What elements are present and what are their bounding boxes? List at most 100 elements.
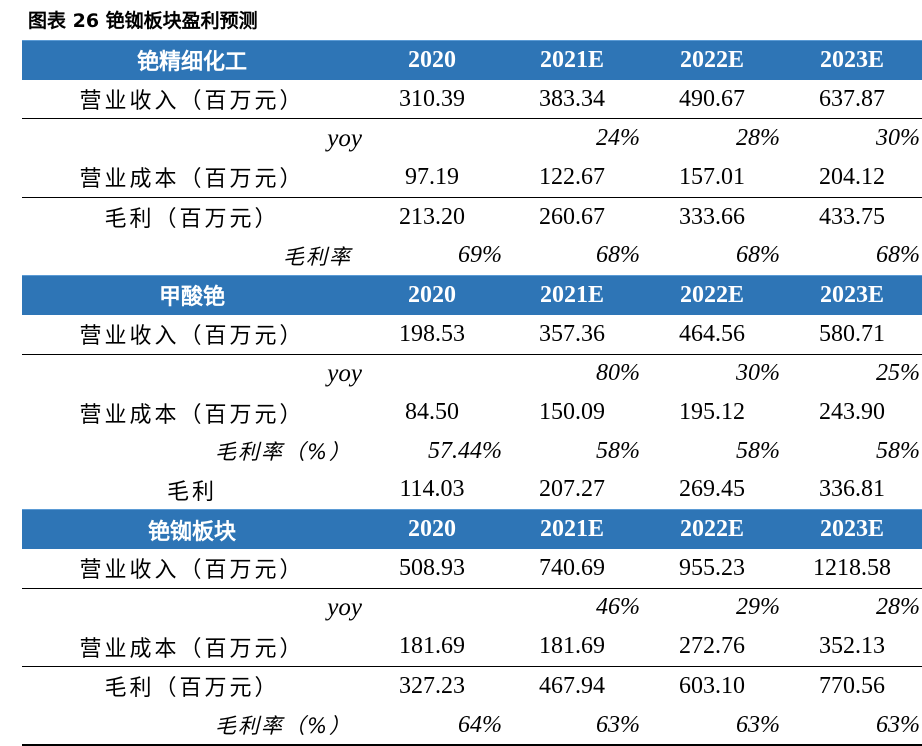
table-cell: 327.23	[399, 672, 465, 699]
table-cell: 464.56	[679, 320, 745, 347]
row-label: 毛利率（%）	[215, 440, 352, 465]
table-cell: 467.94	[539, 672, 605, 699]
table-cell: 30%	[876, 125, 920, 152]
row-label: yoy	[327, 124, 362, 152]
row-label: 毛利（百万元）	[104, 207, 280, 233]
row-label: 营业收入（百万元）	[79, 324, 305, 350]
table-cell: 269.45	[679, 476, 745, 503]
table-cell: 25%	[876, 360, 920, 387]
table-cell: 29%	[736, 594, 780, 621]
table-cell: 97.19	[405, 163, 459, 190]
table-cell: 63%	[736, 711, 780, 738]
table-cell: 58%	[736, 437, 780, 464]
table-cell: 603.10	[679, 672, 745, 699]
table-cell: 157.01	[679, 163, 745, 190]
table-row: yoy 46% 29% 28%	[22, 589, 922, 628]
year-header: 2022E	[679, 281, 744, 308]
table-cell: 80%	[596, 360, 640, 387]
table-cell: 213.20	[399, 203, 465, 230]
year-header: 2023E	[819, 516, 884, 543]
table-cell: 46%	[596, 594, 640, 621]
table-cell: 24%	[596, 125, 640, 152]
year-header: 2020	[408, 46, 456, 73]
row-label: 营业收入（百万元）	[79, 558, 305, 584]
table-cell: 84.50	[405, 399, 459, 426]
table-cell: 1218.58	[813, 554, 891, 581]
table-row: yoy 80% 30% 25%	[22, 355, 922, 394]
table-row: 毛利 114.03 207.27 269.45 336.81	[22, 471, 922, 510]
table-cell: 770.56	[819, 672, 885, 699]
row-label: yoy	[327, 359, 362, 387]
year-header: 2023E	[819, 281, 884, 308]
table-cell: 357.36	[539, 320, 605, 347]
table-row: 营业成本（百万元） 181.69 181.69 272.76 352.13	[22, 627, 922, 667]
table-cell: 580.71	[819, 320, 885, 347]
table-cell: 740.69	[539, 554, 605, 581]
row-label: 营业成本（百万元）	[79, 402, 305, 428]
table-cell: 195.12	[679, 399, 745, 426]
table-cell: 28%	[876, 594, 920, 621]
table-cell: 64%	[458, 711, 502, 738]
table-cell: 150.09	[539, 399, 605, 426]
table-cell: 122.67	[539, 163, 605, 190]
table-cell: 204.12	[819, 163, 885, 190]
table-row: 毛利率（%） 64% 63% 63% 63%	[22, 706, 922, 745]
table-cell: 352.13	[819, 633, 885, 660]
row-label: 营业成本（百万元）	[79, 167, 305, 193]
table-cell: 490.67	[679, 85, 745, 112]
table-cell: 68%	[876, 242, 920, 269]
row-label: 毛利率（%）	[215, 714, 352, 739]
table-cell: 58%	[876, 437, 920, 464]
section-title: 铯铷板块	[147, 519, 236, 545]
table-cell: 243.90	[819, 399, 885, 426]
year-header: 2021E	[539, 516, 604, 543]
table-cell: 69%	[458, 242, 502, 269]
table-row: 营业收入（百万元） 310.39 383.34 490.67 637.87	[22, 80, 922, 120]
row-label: 毛利率	[283, 244, 352, 269]
section-header-cesium-rubidium-segment: 铯铷板块 2020 2021E 2022E 2023E	[22, 509, 922, 549]
table-cell: 198.53	[399, 320, 465, 347]
year-header: 2021E	[539, 46, 604, 73]
section-header-cesium-fine-chemicals: 铯精细化工 2020 2021E 2022E 2023E	[22, 40, 922, 80]
table-cell: 207.27	[539, 476, 605, 503]
row-label: 毛利（百万元）	[104, 676, 280, 702]
section-title: 甲酸铯	[158, 285, 225, 311]
table-cell: 30%	[736, 360, 780, 387]
table-row: 营业收入（百万元） 198.53 357.36 464.56 580.71	[22, 315, 922, 355]
table-row: 毛利（百万元） 327.23 467.94 603.10 770.56	[22, 667, 922, 706]
table-row: 营业成本（百万元） 97.19 122.67 157.01 204.12	[22, 158, 922, 198]
year-header: 2022E	[679, 46, 744, 73]
year-header: 2020	[408, 281, 456, 308]
table-row: 毛利率（%） 57.44% 58% 58% 58%	[22, 432, 922, 471]
table-cell: 383.34	[539, 85, 605, 112]
table-cell: 68%	[736, 242, 780, 269]
year-header: 2020	[408, 516, 456, 543]
table-cell: 181.69	[399, 633, 465, 660]
year-header: 2021E	[539, 281, 604, 308]
table-cell: 336.81	[819, 476, 885, 503]
row-label: 毛利	[166, 479, 217, 505]
table-row: 营业收入（百万元） 508.93 740.69 955.23 1218.58	[22, 549, 922, 589]
year-header: 2023E	[819, 46, 884, 73]
row-label: 营业成本（百万元）	[79, 636, 305, 662]
profit-forecast-table: 铯精细化工 2020 2021E 2022E 2023E 营业收入（百万元） 3…	[22, 40, 922, 746]
row-label: yoy	[327, 593, 362, 621]
table-cell: 68%	[596, 242, 640, 269]
table-cell: 637.87	[819, 85, 885, 112]
table-row: yoy 24% 28% 30%	[22, 119, 922, 158]
row-label: 营业收入（百万元）	[79, 89, 305, 115]
table-cell: 955.23	[679, 554, 745, 581]
table-cell: 28%	[736, 125, 780, 152]
table-cell: 57.44%	[428, 437, 502, 464]
table-row: 毛利（百万元） 213.20 260.67 333.66 433.75	[22, 198, 922, 237]
section-header-cesium-formate: 甲酸铯 2020 2021E 2022E 2023E	[22, 275, 922, 315]
table-cell: 114.03	[399, 476, 465, 503]
table-cell: 260.67	[539, 203, 605, 230]
table-cell: 63%	[596, 711, 640, 738]
table-cell: 310.39	[399, 85, 465, 112]
table-cell: 272.76	[679, 633, 745, 660]
table-cell: 433.75	[819, 203, 885, 230]
section-title: 铯精细化工	[136, 50, 247, 76]
table-cell: 63%	[876, 711, 920, 738]
table-cell: 181.69	[539, 633, 605, 660]
